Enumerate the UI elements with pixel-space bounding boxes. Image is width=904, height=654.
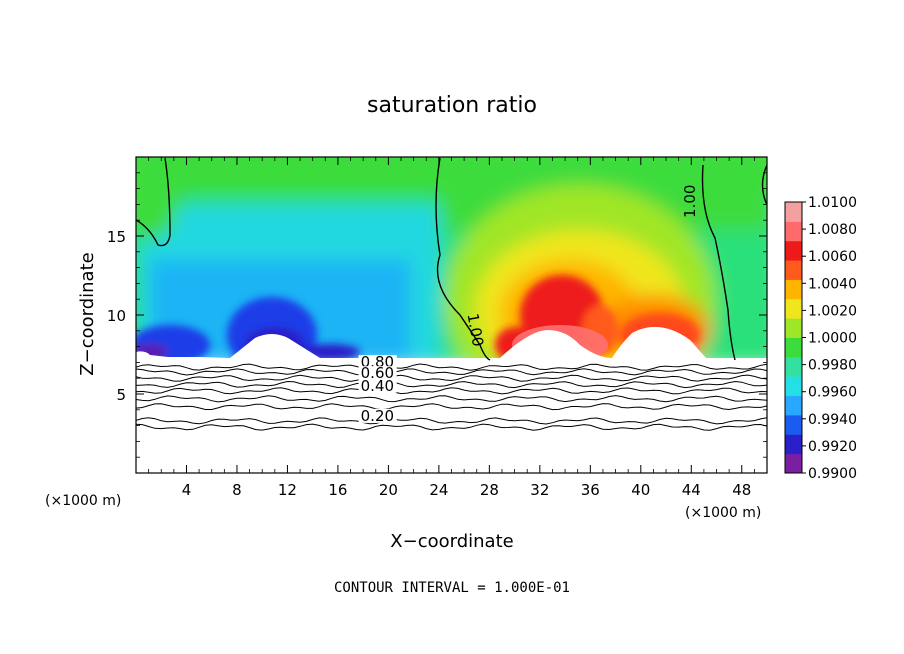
colorbar-swatch bbox=[785, 414, 802, 435]
contour-label-group: 1.00 bbox=[464, 312, 488, 348]
contour-lines-lower bbox=[136, 363, 767, 431]
contour-interval-note: CONTOUR INTERVAL = 1.000E-01 bbox=[334, 580, 570, 596]
colorbar-swatch bbox=[785, 434, 802, 455]
contour-label: 0.20 bbox=[361, 407, 394, 425]
x-tick-label: 48 bbox=[732, 481, 751, 499]
colorbar-swatch bbox=[785, 279, 802, 300]
contour-labels: 1.001.000.800.600.400.20 bbox=[358, 185, 699, 425]
x-axis-label: X−coordinate bbox=[390, 531, 513, 552]
x-tick-label: 36 bbox=[581, 481, 600, 499]
colorbar-swatch bbox=[785, 298, 802, 319]
contour-line bbox=[136, 395, 767, 403]
contour-line bbox=[136, 417, 767, 425]
contour-label-bg bbox=[358, 378, 397, 393]
contour-label-group: 0.60 bbox=[358, 364, 397, 382]
contour-line bbox=[136, 374, 767, 382]
x-tick-label: 40 bbox=[631, 481, 650, 499]
contour-label-bg bbox=[358, 366, 397, 381]
x-tick-label: 16 bbox=[328, 481, 347, 499]
contour-label-group: 0.20 bbox=[358, 407, 397, 425]
contour-line bbox=[136, 387, 767, 395]
colorbar: 1.0100 1.0080 1.0060 1.0040 1.0020 1.0000 0.99… bbox=[784, 195, 857, 482]
x-tick-label: 12 bbox=[278, 481, 297, 499]
x-unit-right: (×1000 m) bbox=[685, 505, 761, 521]
x-tick-label: 8 bbox=[232, 481, 242, 499]
x-tick-label: 20 bbox=[379, 481, 398, 499]
colorbar-tick-label: 0.9960 bbox=[808, 385, 857, 401]
contour-line bbox=[136, 380, 767, 389]
colorbar-swatch bbox=[785, 260, 802, 280]
contour-label: 0.60 bbox=[361, 364, 394, 382]
contour-label: 1.00 bbox=[681, 185, 699, 218]
colorbar-tick-label: 1.0000 bbox=[808, 331, 857, 347]
contour-label-group: 1.00 bbox=[681, 185, 699, 218]
colorbar-swatch bbox=[785, 240, 802, 261]
y-axis: 5 10 15 bbox=[107, 172, 767, 458]
colorbar-tick-label: 1.0080 bbox=[808, 222, 857, 238]
colorbar-swatch bbox=[785, 318, 802, 338]
x-tick-label: 24 bbox=[429, 481, 448, 499]
colorbar-tick-label: 1.0020 bbox=[808, 303, 857, 319]
colorbar-tick-label: 0.9940 bbox=[808, 412, 857, 428]
colorbar-swatch bbox=[785, 356, 802, 377]
contour-line bbox=[136, 403, 767, 411]
x-unit-left: (×1000 m) bbox=[45, 493, 121, 509]
x-axis: 4 8 12 16 20 24 28 32 36 40 44 48 bbox=[148, 157, 755, 499]
colorbar-swatch bbox=[785, 221, 802, 242]
y-tick-label: 5 bbox=[116, 386, 126, 404]
contour-label: 0.40 bbox=[361, 377, 394, 395]
colorbar-tick-label: 1.0100 bbox=[808, 195, 857, 211]
contour-label: 1.00 bbox=[464, 312, 488, 348]
contour-label-bg bbox=[358, 408, 397, 423]
colorbar-swatch bbox=[785, 376, 802, 397]
contour-line bbox=[136, 423, 767, 431]
y-axis-label: Z−coordinate bbox=[77, 252, 98, 375]
contour-line bbox=[136, 363, 767, 371]
x-tick-label: 28 bbox=[480, 481, 499, 499]
contour-lines-upper bbox=[136, 157, 767, 361]
colorbar-swatch bbox=[785, 453, 802, 474]
colorbar-swatch bbox=[785, 202, 802, 222]
x-tick-label: 4 bbox=[182, 481, 192, 499]
x-tick-label: 32 bbox=[530, 481, 549, 499]
x-tick-label: 44 bbox=[682, 481, 701, 499]
colorbar-tick-label: 0.9980 bbox=[808, 358, 857, 374]
colorbar-tick-label: 0.9900 bbox=[808, 466, 857, 482]
chart-title: saturation ratio bbox=[367, 93, 537, 118]
y-tick-label: 10 bbox=[107, 307, 126, 325]
colorbar-swatch bbox=[785, 395, 802, 416]
y-tick-label: 15 bbox=[107, 228, 126, 246]
colorbar-tick-label: 1.0040 bbox=[808, 276, 857, 292]
colorbar-tick-label: 0.9920 bbox=[808, 439, 857, 455]
colorbar-swatch bbox=[785, 337, 802, 358]
contour-line bbox=[136, 368, 767, 376]
contour-label-group: 0.40 bbox=[358, 377, 397, 395]
contour-label-bg bbox=[358, 355, 397, 370]
heatmap-field bbox=[136, 157, 767, 473]
colorbar-tick-label: 1.0060 bbox=[808, 249, 857, 265]
